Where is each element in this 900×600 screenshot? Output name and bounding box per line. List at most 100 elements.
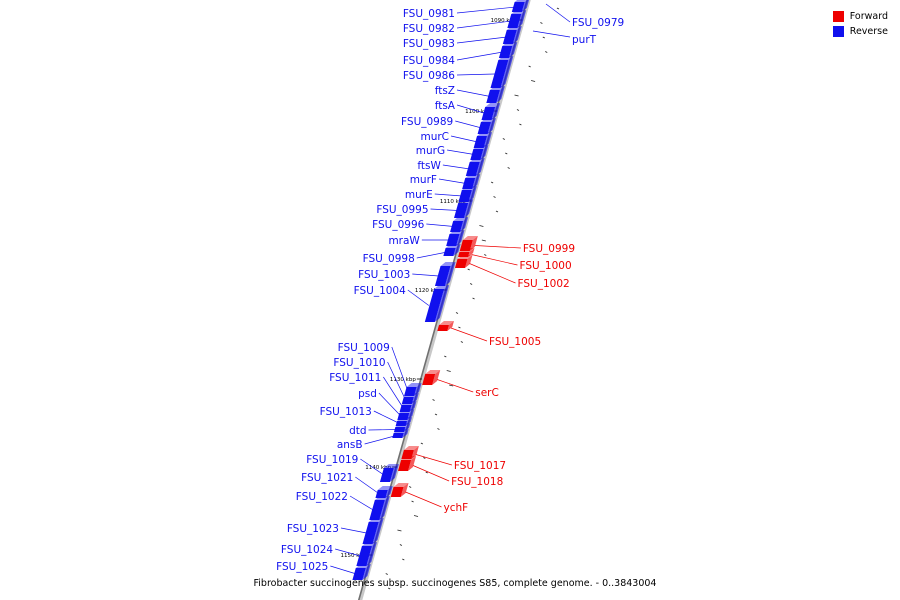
gene-face (465, 162, 480, 176)
orf-mark (507, 167, 510, 169)
reverse-gene (498, 42, 518, 58)
gene-top (355, 564, 371, 568)
gene-top (480, 118, 496, 122)
gene-top (461, 186, 477, 190)
gene-label: FSU_1017 (454, 460, 506, 472)
orf-mark (505, 152, 508, 155)
label-connector (471, 254, 518, 266)
gene-side (379, 496, 390, 520)
gene-face (454, 259, 468, 268)
gene-side (468, 186, 477, 202)
orf-mark (449, 384, 454, 387)
orf-mark (530, 80, 536, 82)
label-connector (456, 51, 503, 61)
gene-label: FSU_0998 (363, 253, 415, 265)
gene-side (483, 132, 493, 148)
gene-top (511, 10, 527, 14)
label-connector (412, 273, 439, 277)
gene-label: ychF (444, 502, 469, 514)
gene-face (356, 546, 372, 566)
gene-label: ansB (337, 439, 363, 451)
gene-label: FSU_1000 (519, 260, 571, 272)
label-connector (405, 491, 442, 508)
gene-face (511, 2, 525, 12)
gene-top (440, 262, 456, 266)
gene-side (409, 401, 417, 412)
label-connector (456, 73, 495, 76)
label-connector (340, 527, 367, 534)
gene-label: FSU_0996 (372, 219, 424, 231)
gene-top (361, 542, 377, 546)
gene-labels: FSU_0981 FSU_0982 FSU_0983 FSU_0984 FSU_0986… (276, 3, 624, 575)
gene-top (459, 248, 475, 252)
gene-label: FSU_1011 (329, 372, 381, 384)
tick-label: 1110 kbp (440, 199, 466, 205)
gene-label: FSU_1021 (301, 472, 353, 484)
forward-gene (390, 483, 409, 497)
gene-top (399, 409, 415, 413)
orf-mark (490, 181, 494, 184)
gene-label: FSU_0999 (523, 243, 575, 255)
gene-top (403, 446, 419, 450)
orf-marks (385, 7, 560, 590)
gene-top (377, 486, 393, 490)
gene-label: ftsA (435, 100, 456, 112)
orf-mark (402, 558, 405, 561)
reverse-gene (477, 118, 496, 134)
reverse-gene (502, 26, 522, 44)
orf-mark (540, 22, 543, 24)
gene-face (481, 107, 496, 120)
gene-side (389, 464, 399, 482)
reverse-gene (379, 464, 399, 482)
gene-top (445, 244, 461, 248)
orf-mark (516, 109, 520, 111)
reverse-gene (434, 262, 456, 286)
label-connector (330, 565, 357, 575)
gene-label: FSU_0984 (403, 55, 455, 67)
orf-mark (519, 123, 522, 126)
label-connector (426, 223, 455, 227)
gene-face (362, 522, 379, 544)
orf-mark (455, 312, 459, 314)
gene-face (424, 289, 445, 322)
gene-side (456, 230, 465, 246)
reverse-gene (395, 417, 413, 426)
gene-side (408, 456, 417, 471)
orf-mark (481, 239, 486, 242)
gene-side (447, 321, 454, 331)
gene-label: FSU_1019 (306, 454, 358, 466)
gene-side (491, 103, 501, 120)
gene-top (469, 158, 485, 162)
orf-mark (434, 413, 438, 416)
gene-face (498, 46, 513, 58)
forward-gene (401, 446, 419, 459)
gene-face (507, 14, 522, 28)
gene-side (464, 199, 474, 218)
reverse-gene (490, 56, 514, 88)
gene-top (374, 496, 390, 500)
gene-side (460, 217, 469, 232)
label-connector (416, 251, 448, 259)
axis-shadow (359, 0, 531, 600)
reverse-gene (399, 401, 417, 412)
gene-top (465, 174, 481, 178)
reverse-gene (511, 0, 530, 12)
orf-mark (420, 442, 424, 445)
gene-face (434, 266, 451, 286)
reverse-swatch (832, 26, 844, 37)
gene-top (368, 518, 384, 522)
label-connector (456, 104, 486, 114)
label-connector (373, 410, 400, 424)
gene-side (407, 409, 415, 420)
tick-label: 1150 kbp (341, 553, 367, 559)
gene-face (443, 248, 456, 256)
gene-face (375, 490, 388, 498)
gene-label: FSU_0995 (376, 204, 428, 216)
reverse-gene (450, 217, 469, 232)
orf-mark (479, 225, 484, 227)
gene-side (508, 42, 518, 58)
gene-side (414, 383, 422, 396)
legend-reverse: Reverse (832, 24, 888, 39)
gene-face (490, 60, 509, 88)
label-connector (474, 245, 521, 249)
